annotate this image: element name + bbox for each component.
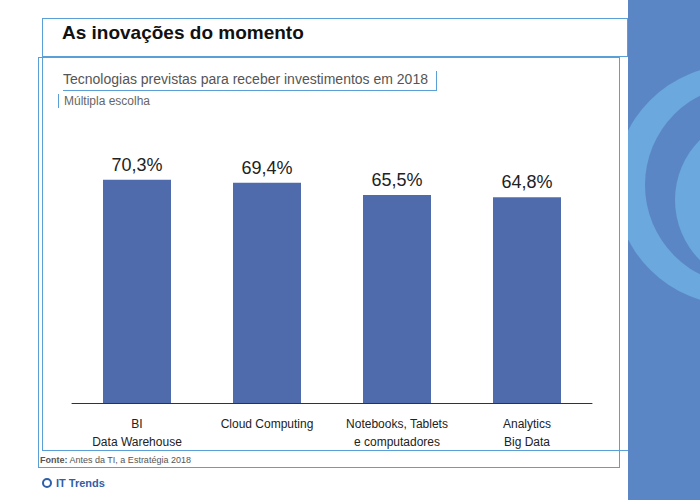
svg-text:e computadores: e computadores [354,435,440,449]
svg-text:65,5%: 65,5% [371,170,422,190]
svg-text:Analytics: Analytics [503,417,551,431]
svg-text:Cloud Computing: Cloud Computing [221,417,314,431]
svg-text:BI: BI [131,417,142,431]
svg-text:64,8%: 64,8% [501,172,552,192]
svg-text:Big Data: Big Data [504,435,550,449]
svg-text:Notebooks, Tablets: Notebooks, Tablets [346,417,448,431]
html-text:As inovações do momento: As inovações do momento [62,22,304,43]
html-text:Fonte: Antes da TI, a Estratég: Fonte: Antes da TI, a Estratégia 2018 [40,455,191,465]
svg-text:Data Warehouse: Data Warehouse [92,435,182,449]
html-text:Múltipla escolha: Múltipla escolha [64,94,150,108]
html-text:Tecnologias previstas para rec: Tecnologias previstas para receber inves… [63,71,428,87]
svg-text:69,4%: 69,4% [241,158,292,178]
svg-text:70,3%: 70,3% [111,155,162,175]
html-text:IT Trends: IT Trends [56,477,105,489]
